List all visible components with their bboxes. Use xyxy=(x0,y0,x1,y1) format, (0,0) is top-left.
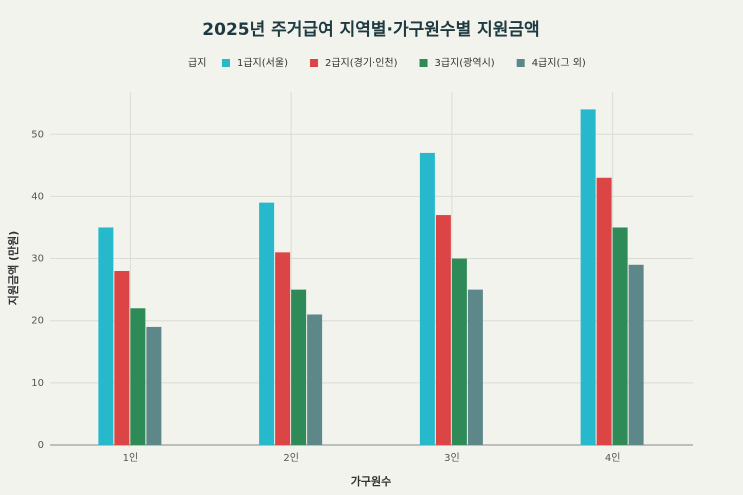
legend-label: 1급지(서울) xyxy=(237,57,288,69)
y-tick-label: 30 xyxy=(31,254,44,265)
legend-swatch xyxy=(309,59,318,67)
bar xyxy=(612,227,628,445)
y-tick-label: 40 xyxy=(31,191,44,202)
y-axis-title: 지원금액 (만원) xyxy=(6,231,20,306)
bar xyxy=(435,215,451,445)
legend-label: 3급지(광역시) xyxy=(435,57,495,69)
y-tick-label: 0 xyxy=(38,440,44,451)
bar xyxy=(259,202,275,445)
legend-title: 급지 xyxy=(188,57,206,69)
legend-swatch xyxy=(419,59,428,67)
x-tick-label: 3인 xyxy=(444,452,460,464)
chart-title: 2025년 주거급여 지역별·가구원수별 지원금액 xyxy=(202,20,539,40)
bar xyxy=(580,109,596,446)
bar xyxy=(307,314,323,445)
x-tick-label: 1인 xyxy=(123,452,139,464)
x-tick-label: 2인 xyxy=(283,452,299,464)
bar xyxy=(98,227,114,445)
legend-label: 2급지(경기·인천) xyxy=(325,56,398,69)
x-tick-label: 4인 xyxy=(605,452,621,464)
bar xyxy=(146,326,162,445)
legend-swatch xyxy=(516,59,525,67)
bar xyxy=(596,177,612,445)
y-tick-label: 50 xyxy=(31,129,44,140)
bar xyxy=(451,258,467,445)
bar xyxy=(275,252,291,445)
x-axis-title: 가구원수 xyxy=(351,474,391,488)
bar xyxy=(628,264,644,445)
bar xyxy=(467,289,483,445)
bar xyxy=(291,289,307,445)
legend-label: 4급지(그 외) xyxy=(532,57,586,69)
bar xyxy=(130,308,146,445)
legend-swatch xyxy=(222,59,230,67)
bar xyxy=(419,152,435,446)
y-tick-label: 10 xyxy=(31,378,44,389)
bar xyxy=(114,270,130,445)
y-tick-label: 20 xyxy=(31,316,44,327)
